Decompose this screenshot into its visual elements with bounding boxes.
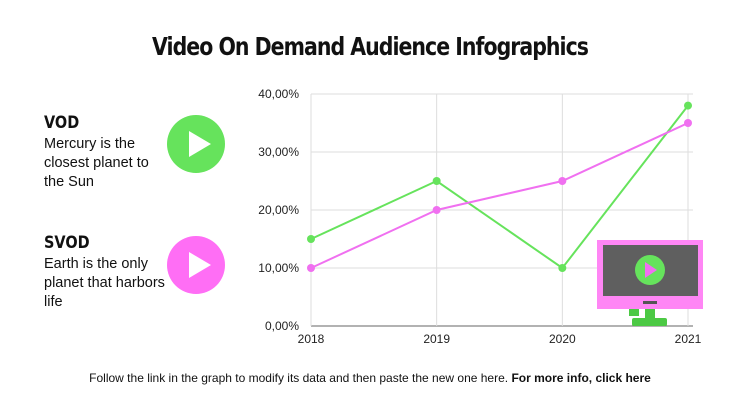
series-line-1 (310, 122, 689, 269)
x-tick-label: 2018 (298, 332, 325, 346)
monitor-button-icon (643, 301, 657, 304)
data-point (684, 101, 692, 110)
x-tick-label: 2019 (423, 332, 450, 346)
monitor-stand-icon (629, 306, 639, 316)
vod-block: VOD Mercury is the closest planet to the… (44, 113, 169, 192)
monitor-neck-icon (645, 304, 655, 318)
data-point (307, 264, 315, 272)
page-title: Video On Demand Audience Infographics (152, 32, 589, 61)
svod-text: Earth is the only planet that harbors li… (44, 256, 165, 310)
footer-text: Follow the link in the graph to modify i… (89, 371, 509, 385)
data-point (558, 177, 567, 185)
y-tick-label: 20,00% (258, 203, 299, 217)
svod-block: SVOD Earth is the only planet that harbo… (44, 233, 169, 312)
y-tick-label: 30,00% (258, 145, 299, 159)
vod-play-icon (167, 115, 225, 173)
footer: Follow the link in the graph to modify i… (0, 371, 740, 385)
svod-play-icon (167, 236, 225, 294)
x-tick-label: 2021 (675, 332, 702, 346)
vod-heading: VOD (44, 113, 80, 133)
x-tick-label: 2020 (549, 332, 576, 346)
vod-text: Mercury is the closest planet to the Sun (44, 136, 149, 190)
monitor-base-icon (632, 318, 667, 326)
more-info-link[interactable]: For more info, click here (511, 371, 651, 385)
y-tick-label: 10,00% (258, 261, 299, 275)
y-tick-label: 40,00% (258, 87, 299, 101)
data-point (432, 206, 441, 214)
data-point (307, 235, 315, 243)
data-point (684, 119, 692, 127)
monitor-play-icon (645, 262, 657, 278)
y-tick-label: 0,00% (265, 319, 299, 333)
series-line-0 (310, 104, 689, 270)
data-point (432, 177, 441, 185)
data-point (558, 264, 567, 272)
svod-heading: SVOD (44, 233, 90, 253)
